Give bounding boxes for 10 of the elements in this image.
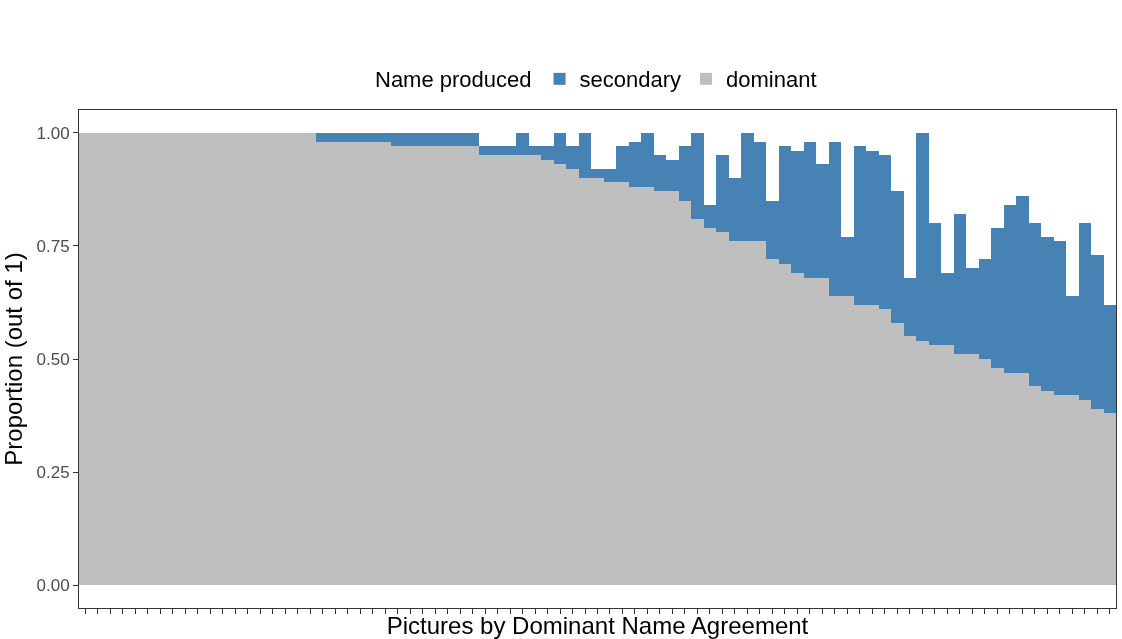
y-tick-label: 0.50 — [36, 349, 70, 369]
legend-label: secondary — [579, 67, 682, 93]
y-tick-label: 0.00 — [36, 576, 70, 596]
legend-label: dominant — [726, 67, 817, 93]
y-axis-title: Proportion (out of 1) — [0, 252, 27, 466]
x-axis-title: Pictures by Dominant Name Agreement — [386, 612, 809, 639]
y-tick-label: 1.00 — [36, 123, 70, 143]
y-tick-label: 0.25 — [36, 463, 70, 483]
legend-title: Name produced — [375, 66, 532, 92]
y-tick-label: 0.75 — [36, 236, 70, 256]
